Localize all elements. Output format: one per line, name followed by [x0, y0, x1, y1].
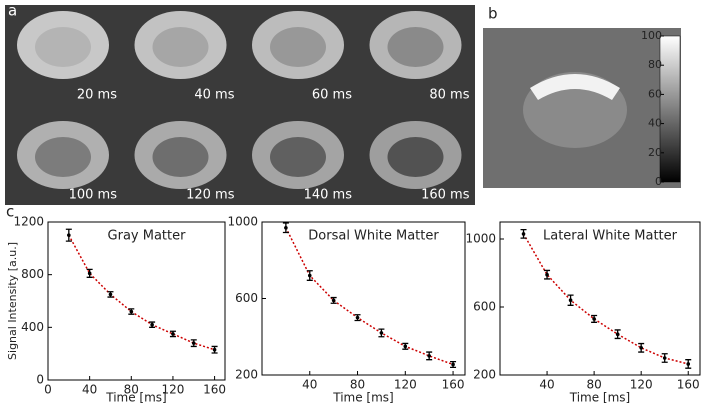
- panel-label: b: [488, 5, 498, 23]
- mri-gray: [35, 137, 91, 177]
- x-tick-label: 120: [161, 383, 184, 397]
- plot-frame: [47, 221, 226, 381]
- x-tick-label: 40: [82, 383, 97, 397]
- x-axis-label: Time [ms]: [105, 391, 167, 405]
- y-tick-label: 600: [235, 291, 258, 305]
- x-tick-label: 120: [394, 378, 417, 392]
- data-point: [639, 346, 643, 350]
- mri-gray: [152, 137, 209, 177]
- x-tick-label: 160: [203, 383, 226, 397]
- data-point: [191, 341, 196, 345]
- data-point: [451, 362, 455, 367]
- x-tick-label: 40: [539, 378, 554, 392]
- mri-gray: [270, 137, 326, 177]
- x-tick-label: 80: [124, 383, 139, 397]
- y-tick-label: 800: [21, 267, 44, 281]
- fit-line: [522, 233, 689, 365]
- mri-gray: [152, 27, 209, 67]
- chart-title: Dorsal White Matter: [308, 229, 439, 244]
- colorbar-tick-label: 20: [648, 146, 662, 159]
- plot-frame: [499, 221, 701, 376]
- image-label: 40 ms: [194, 88, 234, 103]
- data-point: [171, 332, 175, 336]
- data-point: [129, 309, 134, 314]
- data-point: [67, 233, 71, 237]
- data-point: [521, 232, 526, 236]
- mri-gray: [35, 27, 91, 67]
- y-tick-label: 400: [21, 320, 44, 334]
- chart-title: Lateral White Matter: [543, 229, 678, 244]
- data-point: [331, 298, 336, 303]
- x-axis-label: Time [ms]: [569, 391, 631, 405]
- data-point: [545, 272, 549, 277]
- data-point: [284, 225, 288, 230]
- x-axis-label: Time [ms]: [332, 391, 394, 405]
- colorbar-tick-label: 0: [655, 175, 662, 188]
- y-tick-label: 600: [473, 300, 496, 314]
- y-tick-label: 1000: [465, 232, 496, 246]
- data-point: [212, 347, 217, 352]
- fit-line: [68, 234, 215, 351]
- image-label: 60 ms: [312, 88, 352, 103]
- x-tick-label: 160: [677, 378, 700, 392]
- image-label: 160 ms: [421, 188, 470, 203]
- data-point: [87, 271, 92, 276]
- data-point: [568, 298, 573, 303]
- colorbar-tick-label: 80: [648, 58, 662, 71]
- data-point: [108, 292, 113, 297]
- panel-label: a: [8, 2, 17, 20]
- y-tick-label: 0: [36, 373, 44, 387]
- mri-gray: [387, 27, 444, 67]
- x-tick-label: 120: [630, 378, 653, 392]
- x-tick-label: 160: [442, 378, 465, 392]
- y-tick-label: 200: [235, 368, 258, 382]
- colorbar-tick-label: 100: [641, 29, 662, 42]
- y-tick-label: 1000: [227, 215, 258, 229]
- x-tick-label: 80: [586, 378, 601, 392]
- data-point: [355, 315, 360, 320]
- y-tick-label: 200: [473, 368, 496, 382]
- data-point: [307, 273, 312, 278]
- data-point: [615, 332, 620, 337]
- colorbar-tick-label: 40: [648, 117, 662, 130]
- data-point: [379, 331, 384, 335]
- image-label: 120 ms: [186, 188, 235, 203]
- y-axis-label: Signal Intensity [a.u.]: [6, 242, 19, 360]
- chart-title: Gray Matter: [108, 229, 187, 244]
- y-tick-label: 1200: [13, 215, 44, 229]
- map-bright: [530, 74, 620, 100]
- image-label: 80 ms: [429, 88, 469, 103]
- data-point: [150, 322, 154, 327]
- image-label: 140 ms: [304, 188, 353, 203]
- colorbar-tick-label: 60: [648, 87, 662, 100]
- x-tick-label: 40: [302, 378, 317, 392]
- data-point: [403, 344, 408, 349]
- x-tick-label: 0: [44, 383, 52, 397]
- panel-label: c: [6, 203, 14, 221]
- mri-gray: [270, 27, 326, 67]
- colorbar: [659, 35, 681, 183]
- data-point: [662, 356, 667, 360]
- data-point: [592, 317, 596, 321]
- x-tick-label: 80: [350, 378, 365, 392]
- image-label: 20 ms: [77, 88, 117, 103]
- mri-gray: [387, 137, 444, 177]
- data-point: [427, 354, 431, 358]
- data-point: [686, 362, 691, 366]
- image-label: 100 ms: [69, 188, 118, 203]
